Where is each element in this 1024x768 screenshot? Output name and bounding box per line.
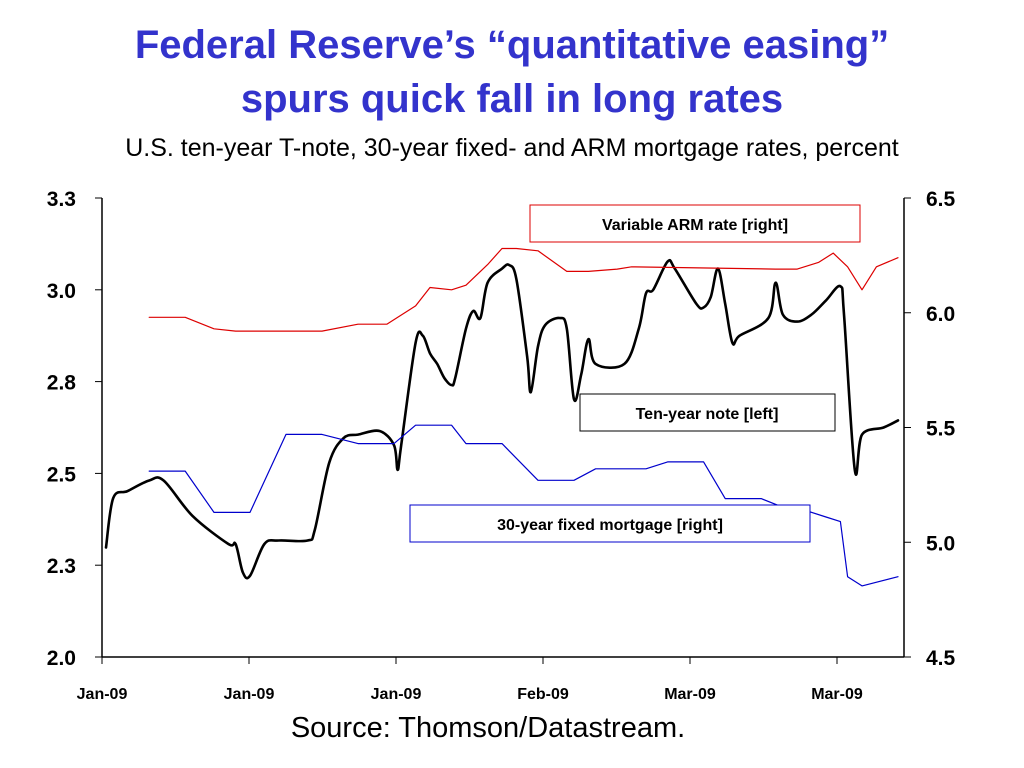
fixed-legend-box: [409, 504, 811, 543]
ten-year-note-line: [104, 258, 900, 580]
source-note: Source: Thomson/Datastream.: [290, 712, 686, 744]
x-tick-label: Jan-09: [371, 686, 422, 703]
x-tick-label: Jan-09: [77, 686, 128, 703]
note-legend-box: [579, 393, 836, 432]
x-tick-label: Mar-09: [811, 686, 863, 703]
right-tick-label: 6.5: [926, 188, 956, 211]
left-tick-label: 2.0: [47, 647, 76, 670]
left-tick-label: 2.8: [47, 372, 77, 395]
left-tick-label: 2.3: [47, 555, 76, 578]
left-tick-label: 3.0: [47, 280, 76, 303]
fixed-legend-label: 30-year fixed mortgage [right]: [497, 517, 723, 534]
left-tick-label: 3.3: [47, 188, 76, 211]
right-tick-label: 6.0: [926, 303, 955, 326]
x-tick-label: Feb-09: [517, 686, 569, 703]
note-legend-label: Ten-year note [left]: [636, 406, 779, 423]
chart-title-line-1: Federal Reserve’s “quantitative easing”: [134, 23, 890, 67]
arm-rate-line: [148, 247, 899, 332]
right-tick-label: 5.0: [926, 532, 955, 555]
left-tick-label: 2.5: [47, 463, 77, 486]
axes-layer: [95, 197, 911, 664]
legend-boxes-layer: Variable ARM rate [right] Ten-year note …: [409, 204, 861, 543]
x-tick-label: Mar-09: [664, 686, 716, 703]
tick-labels-layer: 2.0 2.3 2.5 2.8 3.0 3.3 4.5 5.0 5.5 6.0 6.5 Jan-09 J…: [47, 188, 956, 703]
x-tick-label: Jan-09: [224, 686, 275, 703]
arm-legend-label: Variable ARM rate [right]: [602, 217, 788, 234]
right-tick-label: 5.5: [926, 418, 956, 441]
series-layer: [104, 247, 900, 587]
chart-title-line-2: spurs quick fall in long rates: [240, 77, 784, 121]
arm-legend-box: [529, 204, 861, 243]
right-tick-label: 4.5: [926, 647, 956, 670]
chart-subtitle: U.S. ten-year T-note, 30-year fixed- and…: [125, 134, 899, 162]
fixed-mortgage-line: [148, 424, 899, 587]
